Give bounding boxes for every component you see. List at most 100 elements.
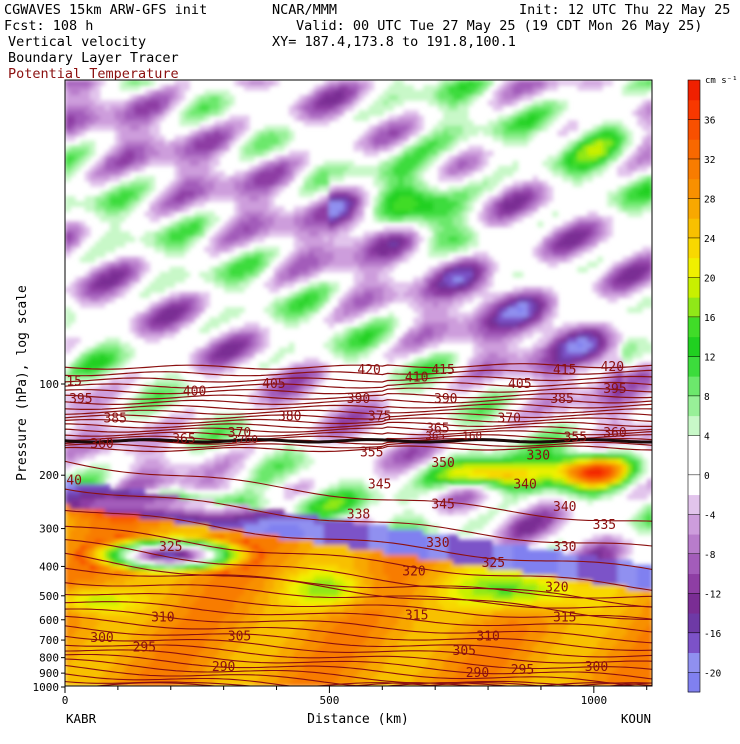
velocity-cell xyxy=(537,110,544,116)
velocity-cell xyxy=(577,251,583,258)
velocity-cell xyxy=(129,115,136,121)
velocity-cell xyxy=(403,241,409,248)
velocity-cell xyxy=(632,181,638,187)
velocity-cell xyxy=(278,367,285,374)
velocity-cell xyxy=(293,246,300,253)
velocity-cell xyxy=(512,120,519,127)
velocity-cell xyxy=(477,337,484,344)
velocity-cell xyxy=(492,135,499,142)
velocity-cell xyxy=(467,403,474,409)
velocity-cell xyxy=(129,80,136,86)
velocity-cell xyxy=(562,403,569,409)
velocity-cell xyxy=(144,398,151,404)
velocity-cell xyxy=(99,347,106,354)
velocity-cell xyxy=(84,90,91,96)
velocity-cell xyxy=(552,352,559,359)
velocity-cell xyxy=(254,347,260,354)
velocity-cell xyxy=(159,332,166,339)
velocity-cell xyxy=(353,236,360,243)
velocity-cell xyxy=(219,140,225,147)
velocity-cell xyxy=(567,337,573,344)
velocity-cell xyxy=(453,271,459,278)
velocity-cell xyxy=(433,312,439,318)
velocity-cell xyxy=(174,80,181,86)
velocity-cell xyxy=(527,362,534,369)
velocity-cell xyxy=(239,357,245,364)
velocity-cell xyxy=(373,175,379,182)
velocity-cell xyxy=(647,130,652,137)
velocity-cell xyxy=(428,383,434,389)
velocity-cell xyxy=(582,236,588,243)
velocity-cell xyxy=(642,271,648,278)
velocity-cell xyxy=(263,246,270,253)
velocity-cell xyxy=(249,251,255,258)
velocity-cell xyxy=(368,266,375,273)
velocity-cell xyxy=(129,150,136,157)
velocity-cell xyxy=(453,211,459,217)
velocity-cell xyxy=(403,191,409,197)
velocity-cell xyxy=(567,347,573,354)
velocity-cell xyxy=(313,100,320,106)
velocity-cell xyxy=(288,383,295,389)
velocity-cell xyxy=(164,332,171,339)
velocity-cell xyxy=(84,297,91,303)
velocity-cell xyxy=(443,100,449,106)
velocity-cell xyxy=(433,292,439,298)
velocity-cell xyxy=(482,287,489,293)
velocity-cell xyxy=(303,155,310,162)
velocity-cell xyxy=(457,276,464,283)
velocity-cell xyxy=(642,140,648,147)
velocity-cell xyxy=(169,186,176,192)
velocity-cell xyxy=(408,377,414,384)
velocity-cell xyxy=(288,377,295,384)
velocity-cell xyxy=(308,256,315,263)
velocity-cell xyxy=(587,261,593,268)
velocity-cell xyxy=(149,216,156,222)
velocity-cell xyxy=(477,165,484,172)
velocity-cell xyxy=(413,90,419,96)
velocity-cell xyxy=(637,337,643,344)
velocity-cell xyxy=(622,206,628,212)
velocity-cell xyxy=(537,393,544,399)
velocity-cell xyxy=(288,211,295,217)
velocity-cell xyxy=(597,282,603,288)
velocity-cell xyxy=(219,95,225,101)
velocity-cell xyxy=(453,307,459,313)
velocity-cell xyxy=(502,322,509,329)
velocity-cell xyxy=(547,307,554,313)
velocity-cell xyxy=(438,241,444,248)
velocity-cell xyxy=(338,221,345,228)
velocity-cell xyxy=(393,80,399,86)
velocity-cell xyxy=(467,236,474,243)
velocity-cell xyxy=(622,145,628,152)
velocity-cell xyxy=(159,100,166,106)
velocity-cell xyxy=(567,322,573,329)
velocity-cell xyxy=(557,170,564,177)
velocity-cell xyxy=(358,165,365,172)
velocity-cell xyxy=(109,191,116,197)
velocity-cell xyxy=(318,120,325,127)
velocity-cell xyxy=(612,201,618,207)
velocity-cell xyxy=(428,367,434,374)
velocity-cell xyxy=(467,418,474,424)
velocity-cell xyxy=(164,231,171,238)
velocity-cell xyxy=(74,115,81,121)
velocity-cell xyxy=(353,80,360,86)
velocity-cell xyxy=(94,105,101,111)
velocity-cell xyxy=(323,418,330,424)
velocity-cell xyxy=(433,155,439,162)
velocity-cell xyxy=(99,115,106,121)
velocity-cell xyxy=(313,372,320,379)
velocity-cell xyxy=(632,150,638,157)
velocity-cell xyxy=(224,261,230,268)
velocity-cell xyxy=(174,170,181,177)
velocity-cell xyxy=(154,145,161,152)
velocity-cell xyxy=(313,226,320,233)
velocity-cell xyxy=(522,105,529,111)
velocity-cell xyxy=(109,367,116,374)
velocity-cell xyxy=(244,120,250,127)
velocity-cell xyxy=(124,236,131,243)
velocity-cell xyxy=(642,261,648,268)
velocity-cell xyxy=(522,297,529,303)
velocity-cell xyxy=(567,327,573,334)
